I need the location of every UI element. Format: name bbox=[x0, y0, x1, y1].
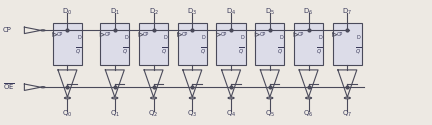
Text: Q$_4$: Q$_4$ bbox=[226, 109, 236, 119]
Text: D: D bbox=[202, 35, 206, 40]
Text: D$_3$: D$_3$ bbox=[187, 7, 197, 17]
Text: CP: CP bbox=[143, 32, 149, 37]
Bar bbox=[216, 23, 246, 65]
Text: $\overline{Q}$: $\overline{Q}$ bbox=[316, 47, 322, 56]
Text: $\overline{Q}$: $\overline{Q}$ bbox=[277, 47, 283, 56]
Text: CP: CP bbox=[260, 32, 266, 37]
Text: D: D bbox=[241, 35, 245, 40]
Text: D$_4$: D$_4$ bbox=[226, 7, 236, 17]
Text: $\overline{Q}$: $\overline{Q}$ bbox=[238, 47, 245, 56]
Text: Q$_6$: Q$_6$ bbox=[303, 109, 314, 119]
Text: $\overline{Q}$: $\overline{Q}$ bbox=[355, 47, 361, 56]
Bar bbox=[333, 23, 362, 65]
Text: CP: CP bbox=[221, 32, 227, 37]
Text: D$_0$: D$_0$ bbox=[62, 7, 73, 17]
Text: CP: CP bbox=[3, 27, 12, 33]
Text: D: D bbox=[318, 35, 322, 40]
Text: $\overline{Q}$: $\overline{Q}$ bbox=[161, 47, 167, 56]
Text: D: D bbox=[280, 35, 283, 40]
Text: D$_1$: D$_1$ bbox=[110, 7, 120, 17]
Text: Q$_5$: Q$_5$ bbox=[265, 109, 275, 119]
Text: $\overline{\rm OE}$: $\overline{\rm OE}$ bbox=[3, 82, 15, 92]
Text: D: D bbox=[163, 35, 167, 40]
Bar bbox=[178, 23, 207, 65]
Text: $\overline{Q}$: $\overline{Q}$ bbox=[200, 47, 206, 56]
Text: $\overline{Q}$: $\overline{Q}$ bbox=[122, 47, 128, 56]
Text: Q$_2$: Q$_2$ bbox=[149, 109, 159, 119]
Text: CP: CP bbox=[105, 32, 111, 37]
Text: D: D bbox=[124, 35, 128, 40]
Text: CP: CP bbox=[57, 32, 64, 37]
Text: CP: CP bbox=[182, 32, 188, 37]
Bar bbox=[100, 23, 130, 65]
Text: CP: CP bbox=[337, 32, 343, 37]
Text: D: D bbox=[357, 35, 361, 40]
Text: D$_7$: D$_7$ bbox=[342, 7, 353, 17]
Text: D: D bbox=[77, 35, 81, 40]
Text: Q$_0$: Q$_0$ bbox=[62, 109, 73, 119]
Bar bbox=[139, 23, 168, 65]
Text: $\overline{Q}$: $\overline{Q}$ bbox=[75, 47, 81, 56]
Bar bbox=[53, 23, 82, 65]
Text: D$_5$: D$_5$ bbox=[265, 7, 275, 17]
Text: Q$_1$: Q$_1$ bbox=[110, 109, 120, 119]
Bar bbox=[294, 23, 323, 65]
Text: D$_6$: D$_6$ bbox=[303, 7, 314, 17]
Text: CP: CP bbox=[298, 32, 305, 37]
Text: D$_2$: D$_2$ bbox=[149, 7, 159, 17]
Text: Q$_7$: Q$_7$ bbox=[342, 109, 353, 119]
Text: Q$_3$: Q$_3$ bbox=[187, 109, 197, 119]
Bar bbox=[255, 23, 284, 65]
